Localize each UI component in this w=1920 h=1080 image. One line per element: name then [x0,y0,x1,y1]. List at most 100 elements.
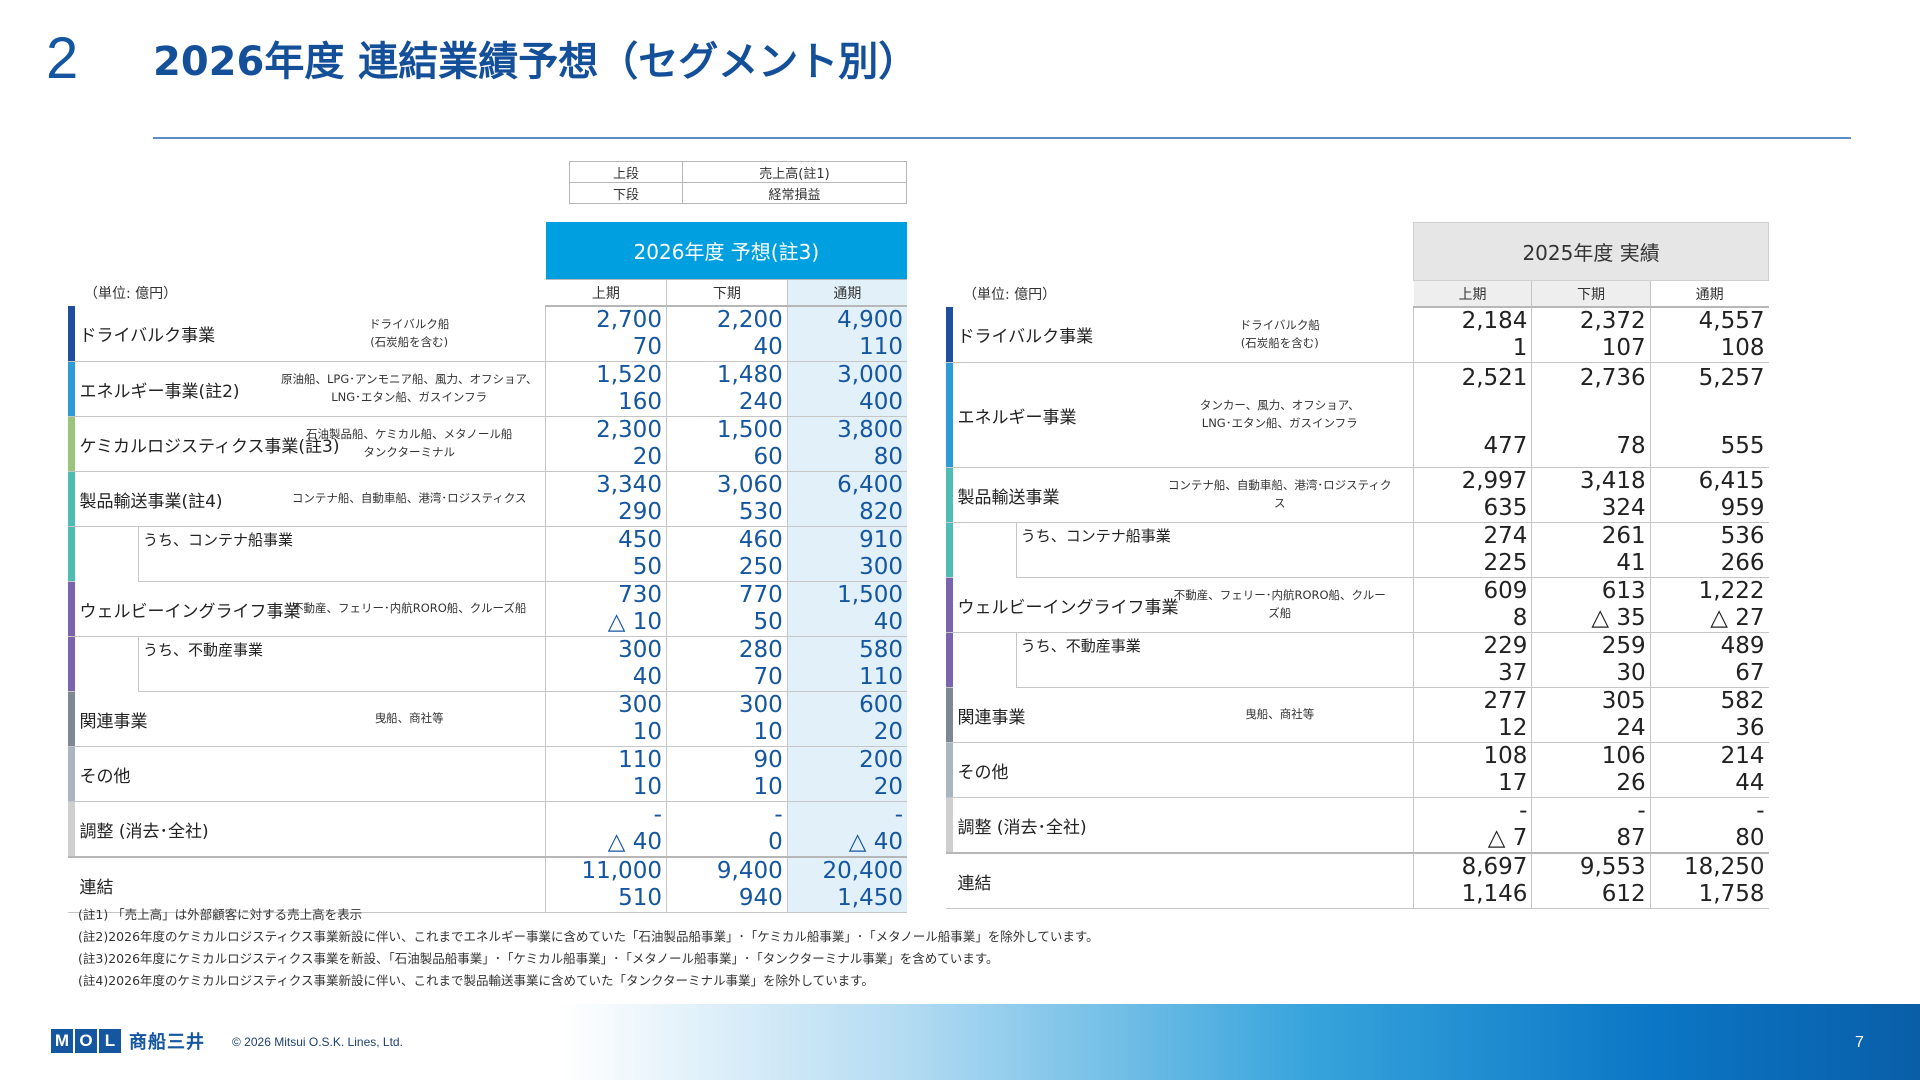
value-cell: -0 [665,801,788,858]
period-header: 下期 [1531,280,1651,308]
ordinary-profit-value: 44 [1735,770,1765,796]
ordinary-profit-value: 40 [632,664,662,690]
page-title: 2026年度 連結業績予想（セグメント別） [153,39,919,85]
ordinary-profit-value: 41 [1616,550,1646,576]
sales-value: 108 [1483,743,1528,769]
value-cell: 6,415 959 [1649,467,1769,523]
ordinary-profit-value: 1 [1512,335,1528,361]
value-cell: 277 12 [1413,687,1532,743]
value-cell: 9,553 612 [1531,852,1651,909]
ordinary-profit-value: 70 [753,664,783,690]
segment-color-bar [68,801,76,858]
sales-value: 1,222 [1698,578,1765,604]
indent [953,633,1016,688]
segment-name: 関連事業 [953,687,1147,743]
sales-value: - [774,802,783,828]
value-cell: 3,000 400 [786,361,907,417]
segment-color-bar [946,852,954,909]
ordinary-profit-value: 1,758 [1698,881,1765,907]
ordinary-profit-value: 40 [873,609,903,635]
value-cell: 910 300 [786,526,907,582]
subsegment-row: うち、コンテナ船事業 274 225 261 41 536 266 [946,522,1769,578]
logo-kanji: 商船三井 [129,1032,205,1053]
mol-logo: M O L 商船三井 [51,1028,205,1054]
segment-description: コンテナ船、自動車船、港湾･ロジスティクス [273,471,546,527]
ordinary-profit-value: 240 [738,389,783,415]
sales-value: 6,415 [1698,468,1765,494]
indent [953,523,1016,578]
ordinary-profit-value: 20 [873,719,903,745]
segment-row: ウェルビーイングライフ事業 不動産、フェリー･内航RORO船、クルー ズ船 609 8… [946,577,1769,633]
sales-value: 3,340 [596,472,662,498]
banner-spacer [68,222,546,280]
value-cell: - △ 40 [545,801,667,858]
ordinary-profit-value: △ 7 [1487,825,1528,851]
value-cell: 2,300 20 [545,416,667,472]
sales-value: 2,372 [1579,308,1646,334]
segment-color-bar [68,636,76,692]
segment-color-bar [68,581,76,637]
sales-value: 580 [859,637,903,663]
indent [75,637,138,692]
sales-value: - [653,802,662,828]
segment-color-bar [68,691,76,747]
segment-name: ウェルビーイングライフ事業 [953,577,1178,633]
section-number: 2 [46,26,79,91]
segment-color-bar [68,856,76,913]
subsegment-row: うち、不動産事業 300 40 280 70 580 110 [68,636,907,692]
sales-value: 6,400 [837,472,903,498]
period-header-row: 上期 下期 通期 [946,280,1769,308]
segment-color-bar [68,361,76,417]
segment-color-bar [946,742,954,798]
value-cell: 1,480 240 [665,361,788,417]
ordinary-profit-value: 225 [1483,550,1528,576]
sales-value: 300 [618,637,662,663]
unit-label-forecast: （単位: 億円） [84,286,178,302]
ordinary-profit-value: 24 [1616,715,1646,741]
footnote: (註1) 「売上高」は外部顧客に対する売上高を表示 [78,907,363,922]
ordinary-profit-value: 959 [1720,495,1765,521]
sales-value: 110 [618,747,662,773]
value-cell: 1,500 40 [786,581,907,637]
ordinary-profit-value: △ 40 [848,829,903,855]
logo-letter: L [99,1029,121,1053]
segment-row: 調整 (消去･全社) - △ 7-87-80 [946,797,1769,854]
ordinary-profit-value: 70 [632,334,662,360]
segment-row: 関連事業 曳船、商社等 300 10 300 10 600 20 [68,691,907,747]
sales-value: 2,521 [1461,365,1528,391]
ordinary-profit-value: 87 [1616,825,1646,851]
value-cell: - △ 40 [786,801,907,858]
ordinary-profit-value: 60 [753,444,783,470]
subsegment-name: うち、不動産事業 [138,636,546,692]
consolidated-name: 連結 [75,856,546,913]
sales-value: 536 [1720,523,1765,549]
subsegment-name: うち、コンテナ船事業 [1015,522,1414,578]
value-cell: 3,340 290 [545,471,667,527]
ordinary-profit-value: 555 [1720,433,1765,459]
sales-value: 9,400 [716,858,783,884]
page-number: 7 [1855,1034,1864,1051]
sales-value: 300 [618,692,662,718]
segment-name: その他 [75,746,274,802]
footnote: (註4)2026年度のケミカルロジスティクス事業新設に伴い、これまで製品輸送事業… [78,973,874,988]
ordinary-profit-value: 80 [1735,825,1765,851]
segment-color-bar [68,416,76,472]
segment-name: 調整 (消去･全社) [953,797,1147,854]
footnote: (註2)2026年度のケミカルロジスティクス事業新設に伴い、これまでエネルギー事… [78,929,1099,944]
ordinary-profit-value: 300 [859,554,903,580]
sales-value: 259 [1601,633,1646,659]
value-cell: 600 20 [786,691,907,747]
value-cell: 2,736 78 [1531,362,1651,468]
sales-value: 5,257 [1698,365,1765,391]
value-cell: 609 8 [1413,577,1532,633]
sales-value: 609 [1483,578,1528,604]
value-cell: -80 [1649,797,1769,854]
sales-value: 582 [1720,688,1765,714]
segment-description: 原油船、LPG･アンモニア船、風力、オフショア、 LNG･エタン船、ガスインフラ [273,361,546,417]
logo-letter: M [51,1029,73,1053]
ordinary-profit-value: 530 [738,499,783,525]
segment-name: ウェルビーイングライフ事業 [75,581,300,637]
ordinary-profit-value: 940 [738,885,783,911]
sales-value: - [894,802,903,828]
subsegment-name: うち、不動産事業 [1015,632,1414,688]
